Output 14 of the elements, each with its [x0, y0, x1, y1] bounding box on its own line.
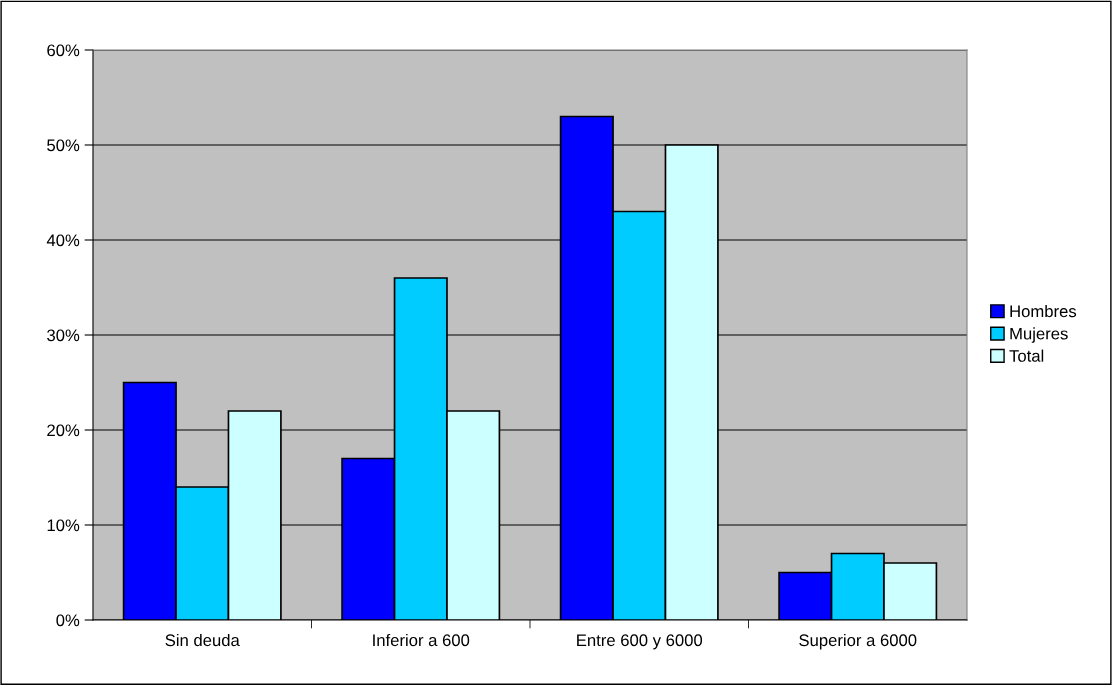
- x-tick-label: Sin deuda: [165, 633, 240, 647]
- y-tick-label: 0%: [56, 614, 80, 627]
- legend-label: Mujeres: [1010, 327, 1068, 343]
- y-tick-label: 20%: [47, 424, 80, 437]
- x-tick-label: Superior a 6000: [799, 633, 917, 650]
- x-tick-label: Entre 600 y 6000: [577, 634, 703, 650]
- y-tick-label: 50%: [47, 139, 80, 152]
- y-tick-label: 30%: [47, 329, 80, 342]
- y-tick-label: 60%: [47, 44, 80, 57]
- y-tick-label: 40%: [46, 234, 80, 247]
- legend-label: Total: [1009, 349, 1044, 362]
- y-tick-label: 10%: [47, 519, 80, 532]
- legend-label: Hombres: [1010, 304, 1077, 318]
- x-tick-label: Inferior a 600: [373, 633, 470, 647]
